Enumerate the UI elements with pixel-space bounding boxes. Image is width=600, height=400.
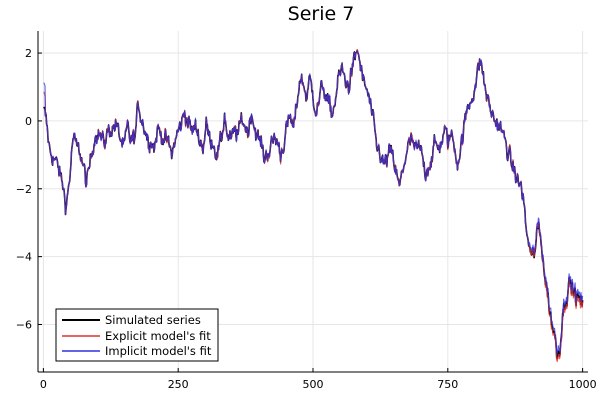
y-tick-label: −6 bbox=[16, 318, 32, 331]
x-tick-label: 750 bbox=[437, 378, 458, 391]
y-tick-label: −4 bbox=[16, 251, 32, 264]
legend: Simulated series Explicit model's fit Im… bbox=[55, 308, 219, 362]
series-line-implicit bbox=[43, 50, 584, 355]
legend-label-explicit: Explicit model's fit bbox=[105, 329, 211, 343]
series-layer bbox=[43, 49, 584, 363]
y-tick-label: −2 bbox=[16, 183, 32, 196]
legend-label-simulated: Simulated series bbox=[105, 313, 201, 327]
y-tick-label: 2 bbox=[25, 47, 32, 60]
legend-box bbox=[55, 308, 219, 362]
tick-labels: 0 250 500 750 1000 −6 −4 −2 0 2 bbox=[16, 47, 597, 391]
legend-label-implicit: Implicit model's fit bbox=[105, 344, 212, 358]
x-tick-label: 0 bbox=[40, 378, 47, 391]
axes bbox=[37, 31, 588, 373]
x-tick-label: 250 bbox=[168, 378, 189, 391]
y-tick-label: 0 bbox=[25, 115, 32, 128]
x-tick-label: 1000 bbox=[569, 378, 597, 391]
x-tick-label: 500 bbox=[303, 378, 324, 391]
chart-title: Serie 7 bbox=[288, 3, 355, 25]
